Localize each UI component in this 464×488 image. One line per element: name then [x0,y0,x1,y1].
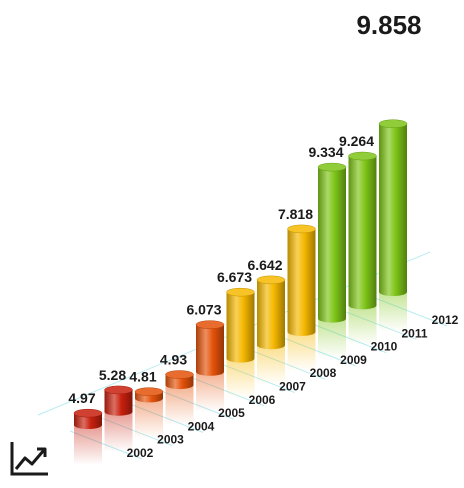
bar-reflection [196,371,224,412]
bar-reflection [226,358,255,399]
bar-top [256,275,286,285]
value-label: 4.81 [129,369,156,385]
bar-2005 [165,370,194,390]
bar-reflection [135,398,163,439]
value-label: 6.673 [217,269,252,285]
year-label: 2005 [218,406,245,420]
value-label: 4.97 [68,390,95,406]
bar-body [379,123,407,296]
trend-up-icon [10,442,48,476]
bar-reflection [104,411,133,452]
year-label: 2007 [279,380,306,394]
year-label: 2011 [401,326,427,340]
year-label: 2010 [371,340,398,354]
bar-reflection [165,385,194,426]
value-label: 6.642 [247,257,282,273]
bar-body [104,389,133,416]
bar-top [104,385,133,395]
bar-top [378,119,408,128]
bar-top [317,162,347,172]
bar-2009 [287,224,316,336]
bar-top [226,287,255,297]
bar-2006 [195,320,225,376]
bar-reflection [74,425,102,465]
bar-body [257,279,285,350]
bar-top [134,387,164,396]
year-label: 2004 [188,419,215,433]
value-label: 5.28 [99,367,126,383]
bar-top [195,320,225,329]
year-label: 2003 [157,433,184,447]
bar-2010 [317,162,347,323]
bar-2007 [226,287,255,363]
bar-reflection [287,331,316,372]
bar-reflection [318,318,346,359]
value-label: 9.334 [308,144,343,160]
bar-top [73,408,103,418]
value-label: 6.073 [186,302,221,318]
year-label: 2012 [432,313,459,327]
value-label: 7.818 [278,206,313,222]
bar-top [165,370,194,379]
bar-2012 [378,119,408,296]
bar-body [74,413,102,429]
bar-body [226,292,255,363]
year-label: 2009 [340,353,367,367]
year-label: 2006 [249,393,276,407]
bar-body [196,324,224,376]
bar-2008 [256,275,286,350]
value-label: 4.93 [160,352,187,368]
bar-2004 [134,387,164,403]
bar-body [348,156,377,310]
bar-reflection [379,292,407,332]
bar-top [348,151,377,161]
bars [73,119,408,429]
bar-reflections [74,292,407,465]
value-label: 9.264 [339,133,374,149]
bar-body [287,228,316,336]
bar-top [287,224,316,234]
year-label: 2002 [127,446,154,460]
value-label: 9.858 [356,10,421,40]
bar-2002 [73,408,103,429]
bar-body [318,167,346,323]
bar-reflection [348,305,377,346]
bar-2003 [104,385,133,416]
bar-2011 [348,151,377,310]
bar-reflection [257,345,285,386]
year-label: 2008 [310,366,337,380]
